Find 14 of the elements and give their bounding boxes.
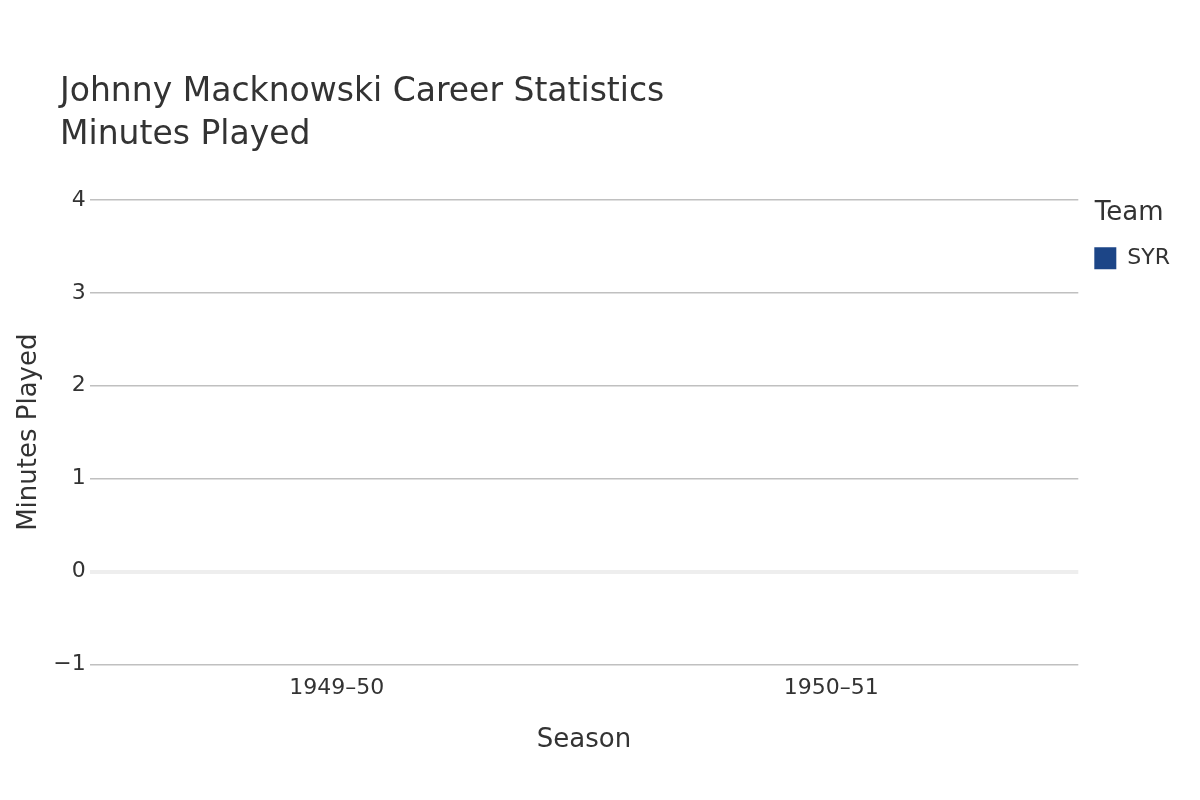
y-tick-label: 3 xyxy=(71,278,86,304)
y-tick-label: 4 xyxy=(71,185,86,211)
x-axis-title: Season xyxy=(536,723,632,754)
x-tick-label: 1949–50 xyxy=(289,674,385,700)
y-tick-label: −1 xyxy=(53,650,86,676)
y-tick-label: 1 xyxy=(71,464,86,490)
legend-title: Team xyxy=(1093,195,1164,226)
legend-label: SYR xyxy=(1127,243,1171,269)
y-tick-label: 0 xyxy=(71,557,86,583)
x-tick-label: 1950–51 xyxy=(783,674,879,700)
chart-subtitle: Minutes Played xyxy=(60,113,312,152)
y-axis-title: Minutes Played xyxy=(12,333,43,531)
y-tick-label: 2 xyxy=(71,371,86,397)
chart-title: Johnny Macknowski Career Statistics xyxy=(60,70,666,109)
